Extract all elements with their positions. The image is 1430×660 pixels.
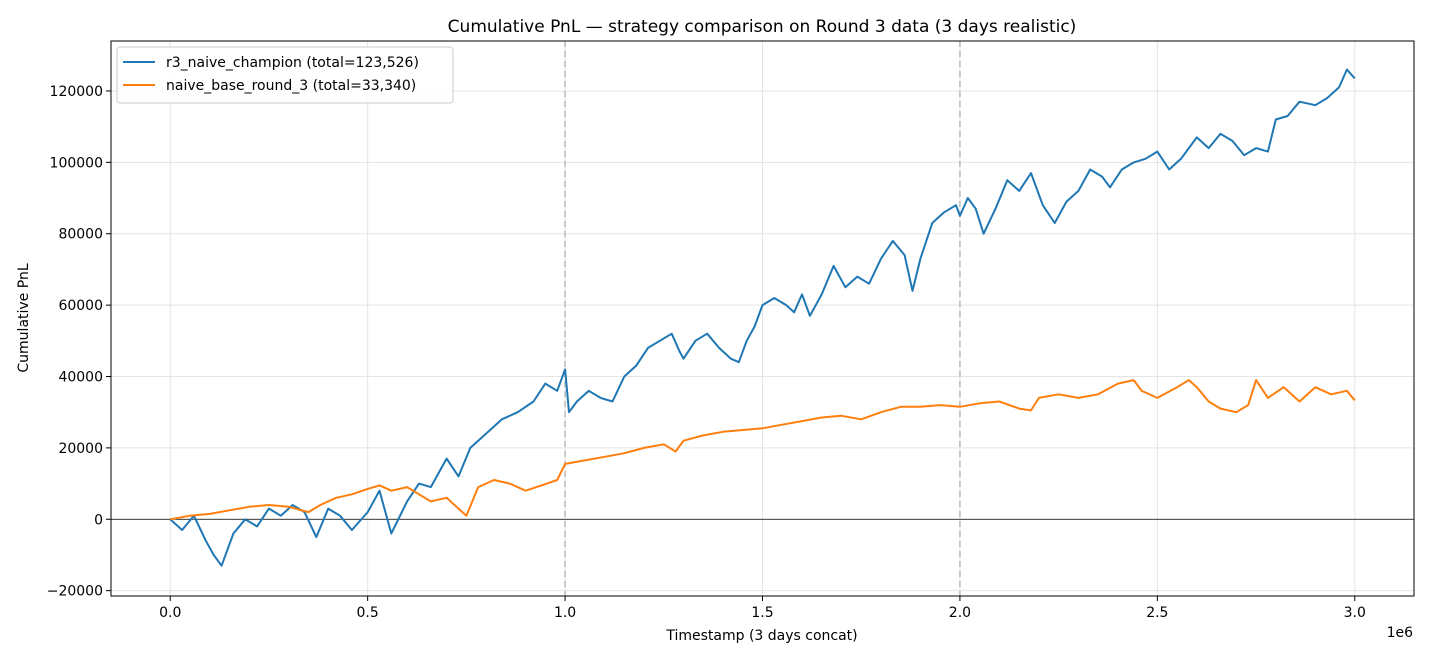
x-tick-label: 0.0 <box>159 605 181 621</box>
x-axis-ticks: 0.0 0.5 1.0 1.5 2.0 2.5 3.0 <box>159 596 1366 621</box>
x-tick-label: 2.0 <box>949 605 971 621</box>
x-tick-label: 0.5 <box>357 605 379 621</box>
y-tick-label: 80000 <box>58 227 103 243</box>
series-lines <box>169 68 1356 567</box>
legend-label: naive_base_round_3 (total=33,340) <box>166 78 416 94</box>
y-axis-title: Cumulative PnL <box>16 263 32 372</box>
legend: r3_naive_champion (total=123,526) naive_b… <box>116 46 454 104</box>
day-boundary-markers <box>111 41 1414 596</box>
x-tick-label: 3.0 <box>1344 605 1366 621</box>
legend-label: r3_naive_champion (total=123,526) <box>166 55 419 71</box>
x-axis-title: Timestamp (3 days concat) <box>665 628 857 644</box>
y-tick-label: 0 <box>94 512 103 528</box>
x-axis-offset-label: 1e6 <box>1387 625 1414 641</box>
y-tick-label: −20000 <box>47 584 103 600</box>
y-tick-label: 120000 <box>50 84 103 100</box>
legend-frame <box>116 46 454 104</box>
y-axis-ticks: −20000 0 20000 40000 60000 80000 100000 120000 <box>47 84 111 600</box>
x-tick-label: 1.5 <box>751 605 773 621</box>
x-tick-label: 2.5 <box>1146 605 1168 621</box>
series-line-1 <box>170 379 1356 521</box>
series-line-0 <box>169 68 1356 567</box>
y-tick-label: 60000 <box>58 298 103 314</box>
y-tick-label: 100000 <box>50 155 103 171</box>
y-tick-label: 40000 <box>58 369 103 385</box>
chart-title: Cumulative PnL — strategy comparison on … <box>448 17 1077 37</box>
y-tick-label: 20000 <box>58 441 103 457</box>
x-tick-label: 1.0 <box>554 605 576 621</box>
